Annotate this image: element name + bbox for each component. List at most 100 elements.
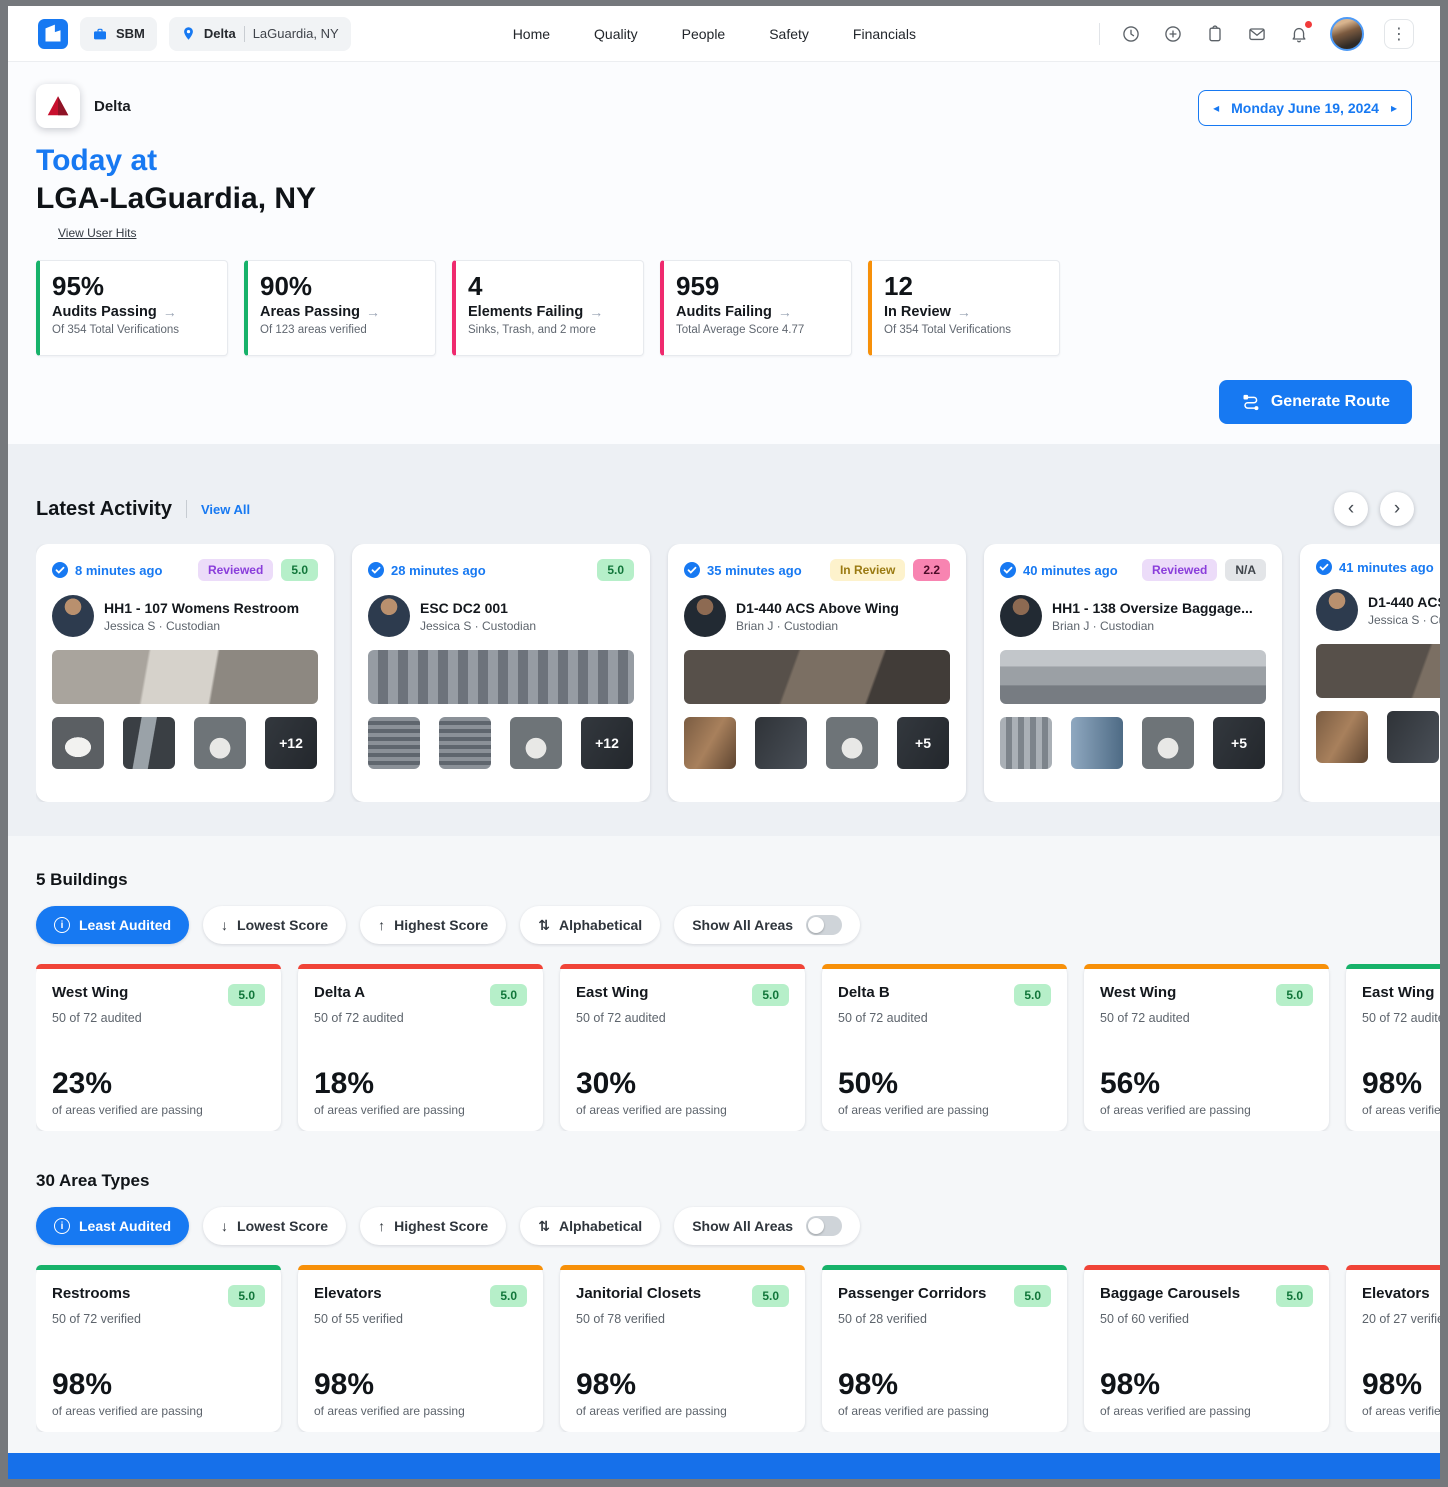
area-type-card[interactable]: Janitorial Closets 5.0 50 of 78 verified… — [560, 1265, 805, 1432]
area-percent: 98% — [1100, 1368, 1161, 1401]
carousel-next-button[interactable]: › — [1380, 492, 1414, 526]
show-all-areas-control-buildings[interactable]: Show All Areas — [674, 906, 861, 944]
area-type-card[interactable]: Elevators 5.0 50 of 55 verified 98% of a… — [298, 1265, 543, 1432]
area-type-card[interactable]: Baggage Carousels 5.0 50 of 60 verified … — [1084, 1265, 1329, 1432]
kebab-menu-icon[interactable]: ⋮ — [1384, 18, 1414, 49]
nav-people[interactable]: People — [681, 25, 726, 42]
building-card[interactable]: Delta A 5.0 50 of 72 audited 18% of area… — [298, 964, 543, 1131]
score-badge: 5.0 — [490, 984, 527, 1007]
carousel-prev-button[interactable]: ‹ — [1334, 492, 1368, 526]
activity-photo[interactable] — [684, 650, 950, 705]
area-type-card[interactable]: Elevators 5.0 20 of 27 verified 98% of a… — [1346, 1265, 1440, 1432]
info-icon: i — [54, 917, 70, 933]
filter-highest-score-areas[interactable]: ↑ Highest Score — [360, 1207, 507, 1245]
building-card[interactable]: East Wing 5.0 50 of 72 audited 98% of ar… — [1346, 964, 1440, 1131]
date-picker[interactable]: ◂ Monday June 19, 2024 ▸ — [1198, 90, 1412, 126]
activity-card[interactable]: 28 minutes ago 5.0 ESC DC2 001 Jessica S… — [352, 544, 650, 802]
filter-lowest-score-areas[interactable]: ↓ Lowest Score — [203, 1207, 347, 1245]
activity-time: 28 minutes ago — [391, 562, 486, 578]
photo-thumbnail[interactable] — [1142, 717, 1194, 770]
more-photos-badge[interactable]: +5 — [1213, 717, 1265, 770]
location-chip[interactable]: Delta LaGuardia, NY — [168, 16, 351, 51]
building-name: East Wing — [1362, 984, 1435, 1001]
toggle-switch[interactable] — [806, 915, 843, 935]
more-photos-badge[interactable]: +12 — [265, 717, 317, 770]
area-type-card[interactable]: Passenger Corridors 5.0 50 of 28 verifie… — [822, 1265, 1067, 1432]
photo-thumbnail[interactable] — [826, 717, 878, 770]
photo-thumbnail[interactable] — [1316, 711, 1368, 763]
photo-thumbnail[interactable] — [52, 717, 104, 770]
mail-icon[interactable] — [1246, 23, 1268, 45]
history-clock-icon[interactable] — [1120, 23, 1142, 45]
nav-financials[interactable]: Financials — [852, 25, 916, 42]
date-prev-icon[interactable]: ◂ — [1213, 101, 1220, 115]
view-all-link[interactable]: View All — [200, 501, 251, 517]
activity-photo[interactable] — [368, 650, 634, 705]
filter-lowest-score-buildings[interactable]: ↓ Lowest Score — [203, 906, 347, 944]
avatar — [368, 595, 410, 638]
photo-thumbnail[interactable] — [1000, 717, 1052, 770]
photo-thumbnail[interactable] — [510, 717, 562, 770]
date-next-icon[interactable]: ▸ — [1390, 101, 1397, 115]
add-plus-icon[interactable] — [1162, 23, 1184, 45]
activity-card[interactable]: 41 minutes ago D1-440 ACS Above Wing Jes… — [1300, 544, 1440, 802]
building-card[interactable]: West Wing 5.0 50 of 72 audited 56% of ar… — [1084, 964, 1329, 1131]
photo-thumbnail[interactable] — [123, 717, 175, 770]
activity-photo[interactable] — [52, 650, 318, 705]
status-badge: In Review — [829, 559, 906, 582]
more-photos-badge[interactable]: +12 — [581, 717, 633, 770]
toggle-switch[interactable] — [806, 1216, 843, 1236]
nav-quality[interactable]: Quality — [594, 25, 638, 42]
photo-thumbnail[interactable] — [439, 717, 491, 770]
activity-photo[interactable] — [1000, 650, 1266, 705]
activity-person: Brian J · Custodian — [736, 618, 839, 633]
photo-thumbnail[interactable] — [1387, 711, 1439, 763]
stat-card-elements-failing[interactable]: 4 Elements Failing → Sinks, Trash, and 2… — [452, 260, 644, 356]
notifications-bell-icon[interactable] — [1288, 19, 1313, 45]
nav-home[interactable]: Home — [512, 25, 551, 42]
main-nav: Home Quality People Safety Financials — [513, 26, 916, 42]
user-avatar[interactable] — [1330, 16, 1364, 51]
photo-thumbnail[interactable] — [684, 717, 736, 770]
building-percent: 18% — [314, 1067, 375, 1100]
activity-card[interactable]: 8 minutes ago Reviewed 5.0 HH1 - 107 Wom… — [36, 544, 334, 802]
filter-least-audited-areas[interactable]: i Least Audited — [36, 1207, 190, 1245]
activity-card[interactable]: 40 minutes ago Reviewed N/A HH1 - 138 Ov… — [984, 544, 1282, 802]
route-icon — [1243, 394, 1259, 411]
area-types-section: 30 Area Types i Least Audited ↓ Lowest S… — [8, 1131, 1440, 1432]
show-all-areas-label: Show All Areas — [692, 917, 794, 933]
activity-badges: 5.0 — [597, 559, 634, 582]
org-chip[interactable]: SBM — [80, 16, 157, 51]
activity-card[interactable]: 35 minutes ago In Review 2.2 D1-440 ACS … — [668, 544, 966, 802]
photo-thumbnail[interactable] — [194, 717, 246, 770]
app-logo-icon[interactable] — [38, 18, 68, 49]
building-card[interactable]: Delta B 5.0 50 of 72 audited 50% of area… — [822, 964, 1067, 1131]
clipboard-icon[interactable] — [1204, 23, 1226, 45]
building-card[interactable]: West Wing 5.0 50 of 72 audited 23% of ar… — [36, 964, 281, 1131]
activity-photo[interactable] — [1316, 644, 1440, 698]
latest-activity-section: Latest Activity View All ‹ › 8 minutes a… — [8, 444, 1440, 836]
stat-card-in-review[interactable]: 12 In Review → Of 354 Total Verification… — [868, 260, 1060, 356]
view-user-hits-link[interactable]: View User Hits — [58, 226, 137, 240]
stat-card-audits-failing[interactable]: 959 Audits Failing → Total Average Score… — [660, 260, 852, 356]
navbar-divider — [1099, 22, 1100, 45]
filter-highest-score-buildings[interactable]: ↑ Highest Score — [360, 906, 507, 944]
generate-route-button[interactable]: Generate Route — [1218, 380, 1412, 424]
area-type-card[interactable]: Restrooms 5.0 50 of 72 verified 98% of a… — [36, 1265, 281, 1432]
avatar — [1000, 595, 1042, 638]
filter-alphabetical-areas[interactable]: ⇅ Alphabetical — [520, 1207, 661, 1245]
building-counts: 50 of 72 audited — [314, 1011, 404, 1026]
photo-thumbnail[interactable] — [368, 717, 420, 770]
stat-card-audits-passing[interactable]: 95% Audits Passing → Of 354 Total Verifi… — [36, 260, 228, 356]
filter-least-audited-buildings[interactable]: i Least Audited — [36, 906, 190, 944]
nav-safety[interactable]: Safety — [769, 25, 809, 42]
activity-person: Jessica S · Custodian — [420, 618, 537, 633]
show-all-areas-control-areas[interactable]: Show All Areas — [674, 1207, 861, 1245]
photo-thumbnail[interactable] — [755, 717, 807, 770]
filter-alphabetical-buildings[interactable]: ⇅ Alphabetical — [520, 906, 661, 944]
stat-card-areas-passing[interactable]: 90% Areas Passing → Of 123 areas verifie… — [244, 260, 436, 356]
building-card[interactable]: East Wing 5.0 50 of 72 audited 30% of ar… — [560, 964, 805, 1131]
photo-thumbnail[interactable] — [1071, 717, 1123, 770]
carousel-controls: ‹ › — [1334, 492, 1414, 526]
more-photos-badge[interactable]: +5 — [897, 717, 949, 770]
